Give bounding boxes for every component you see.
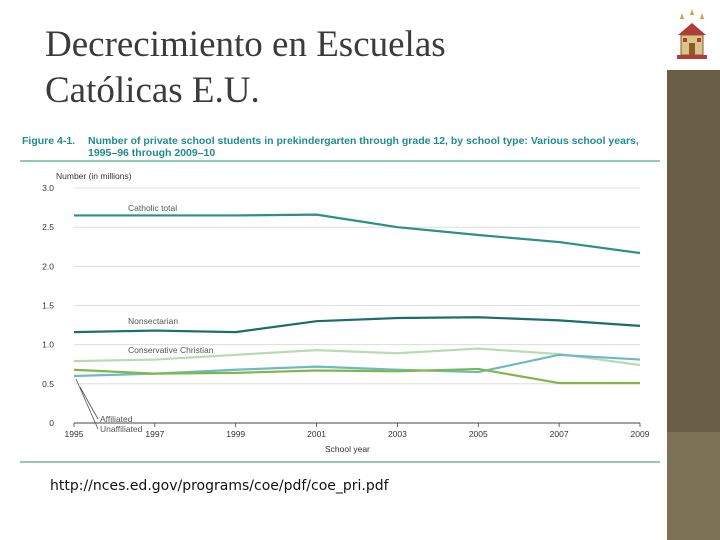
- figure-panel: Figure 4-1. Number of private school stu…: [20, 133, 660, 463]
- source-url: http://nces.ed.gov/programs/coe/pdf/coe_…: [50, 478, 389, 494]
- sidebar-bottom-band: [667, 432, 720, 540]
- figure-rule: [20, 160, 660, 162]
- x-tick-label: 2007: [550, 429, 569, 439]
- label-unaffiliated: Unaffiliated: [100, 424, 143, 434]
- label-nonsectarian: Nonsectarian: [128, 316, 178, 326]
- x-tick-label: 2009: [631, 429, 650, 439]
- y-tick-labels: 0 0.5 1.0 1.5 2.0 2.5 3.0: [42, 183, 54, 428]
- x-tick-labels: 1995 1997 1999 2001 2003 2005 2007 2009: [65, 423, 650, 439]
- y-tick-label: 0: [49, 418, 54, 428]
- chart-series: [73, 213, 641, 385]
- x-tick-label: 1995: [65, 429, 84, 439]
- figure-caption: Number of private school students in pre…: [88, 135, 639, 159]
- series-annotations: Catholic total Nonsectarian Conservative…: [75, 203, 214, 434]
- series-line-catholic-total: [74, 213, 641, 255]
- series-line-conservative-christian: [73, 347, 641, 367]
- x-axis-label: School year: [325, 444, 370, 454]
- y-axis-label: Number (in millions): [56, 171, 132, 181]
- label-affiliated: Affiliated: [100, 414, 133, 424]
- line-chart: Number (in millions) 0 0.5 1.0 1.5 2.0 2.5 3.0…: [42, 171, 650, 454]
- x-tick-label: 1999: [226, 429, 245, 439]
- slide-title-line-1: Decrecimiento en Escuelas: [45, 24, 446, 65]
- chart-grid: [74, 187, 640, 424]
- label-conservative-christian: Conservative Christian: [128, 345, 214, 355]
- x-tick-label: 2005: [469, 429, 488, 439]
- x-tick-label: 2001: [307, 429, 326, 439]
- slide-title: Decrecimiento en Escuelas Católicas E.U.: [45, 22, 605, 114]
- label-catholic-total: Catholic total: [128, 203, 177, 213]
- x-tick-label: 1997: [145, 429, 164, 439]
- decorative-sidebar: [667, 0, 720, 540]
- school-logo-icon: [677, 9, 707, 59]
- x-tick-label: 2003: [388, 429, 407, 439]
- y-tick-label: 1.0: [42, 340, 54, 350]
- y-tick-label: 2.5: [42, 222, 54, 232]
- figure-label: Figure 4-1.: [22, 135, 76, 147]
- y-tick-label: 3.0: [42, 183, 54, 193]
- series-line-unaffiliated: [73, 367, 640, 385]
- y-tick-label: 2.0: [42, 261, 54, 271]
- y-tick-label: 0.5: [42, 379, 54, 389]
- leader-affiliated: [79, 386, 99, 420]
- series-line-nonsectarian: [73, 316, 641, 334]
- y-tick-label: 1.5: [42, 301, 54, 311]
- slide-title-line-2: Católicas E.U.: [45, 70, 260, 111]
- leader-unaffiliated: [75, 378, 99, 430]
